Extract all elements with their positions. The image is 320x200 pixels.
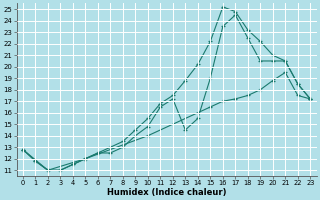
X-axis label: Humidex (Indice chaleur): Humidex (Indice chaleur) — [107, 188, 226, 197]
